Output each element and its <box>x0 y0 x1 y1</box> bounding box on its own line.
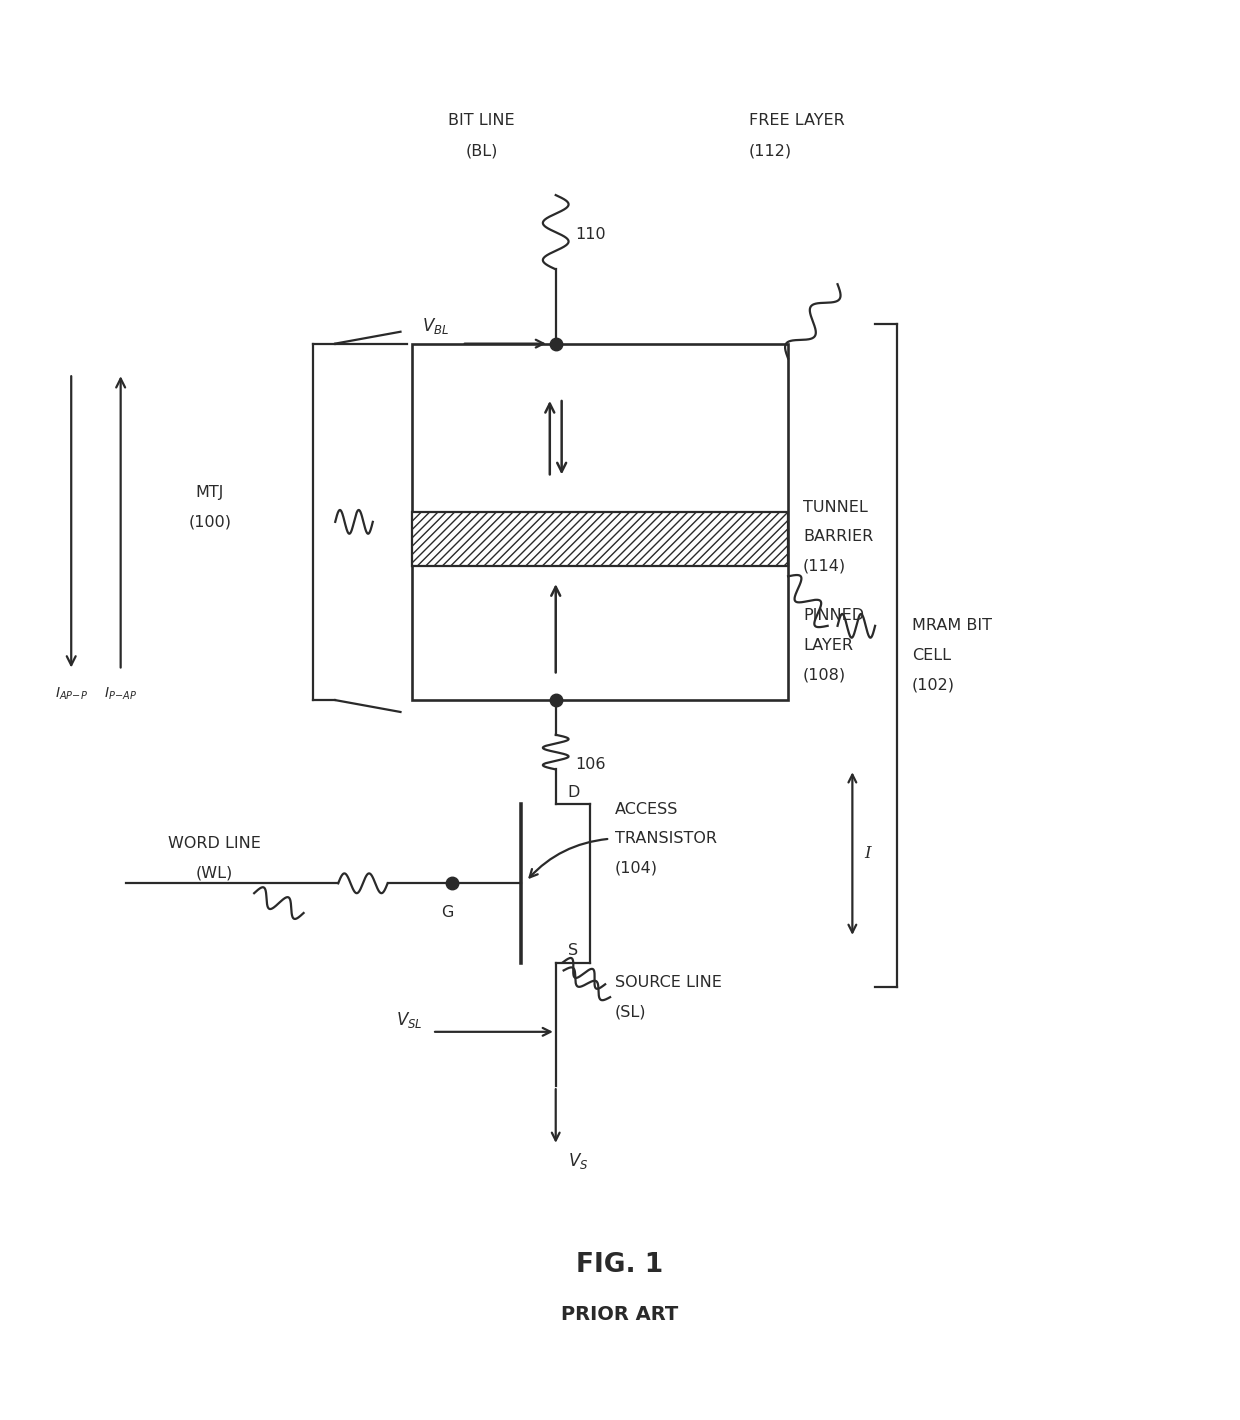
Text: (WL): (WL) <box>196 866 233 880</box>
Text: ACCESS: ACCESS <box>615 801 678 816</box>
Text: $V_S$: $V_S$ <box>568 1150 588 1170</box>
Text: PINNED: PINNED <box>804 608 864 623</box>
Text: LAYER: LAYER <box>804 638 853 653</box>
Text: (114): (114) <box>804 559 846 574</box>
Text: BIT LINE: BIT LINE <box>448 114 515 128</box>
Text: FIG. 1: FIG. 1 <box>577 1251 663 1278</box>
Text: TUNNEL: TUNNEL <box>804 500 868 514</box>
Text: MRAM BIT: MRAM BIT <box>911 618 992 633</box>
Text: MTJ: MTJ <box>196 484 224 500</box>
Text: WORD LINE: WORD LINE <box>169 836 262 851</box>
Text: (102): (102) <box>911 677 955 693</box>
Text: BARRIER: BARRIER <box>804 530 873 544</box>
Bar <box>413 513 789 567</box>
Text: $I_{AP\!-\!P}$: $I_{AP\!-\!P}$ <box>55 686 88 701</box>
Text: (104): (104) <box>615 861 658 876</box>
Text: 110: 110 <box>575 227 606 243</box>
Text: (SL): (SL) <box>615 1004 646 1020</box>
Text: (100): (100) <box>188 514 231 530</box>
Text: S: S <box>568 943 578 958</box>
Bar <box>413 344 789 700</box>
Text: 106: 106 <box>575 757 606 772</box>
Text: (112): (112) <box>749 143 791 158</box>
Text: D: D <box>568 785 580 799</box>
Text: CELL: CELL <box>911 648 951 663</box>
Text: $I_{P\!-\!AP}$: $I_{P\!-\!AP}$ <box>104 686 138 701</box>
Text: TRANSISTOR: TRANSISTOR <box>615 831 717 846</box>
Text: $V_{SL}$: $V_{SL}$ <box>396 1010 423 1030</box>
Text: FREE LAYER: FREE LAYER <box>749 114 844 128</box>
Text: SOURCE LINE: SOURCE LINE <box>615 974 722 990</box>
Text: $V_{BL}$: $V_{BL}$ <box>422 315 449 335</box>
Text: G: G <box>440 905 453 920</box>
Text: (BL): (BL) <box>465 143 497 158</box>
Text: (108): (108) <box>804 667 846 683</box>
Text: PRIOR ART: PRIOR ART <box>562 1305 678 1323</box>
Text: I: I <box>864 845 870 862</box>
